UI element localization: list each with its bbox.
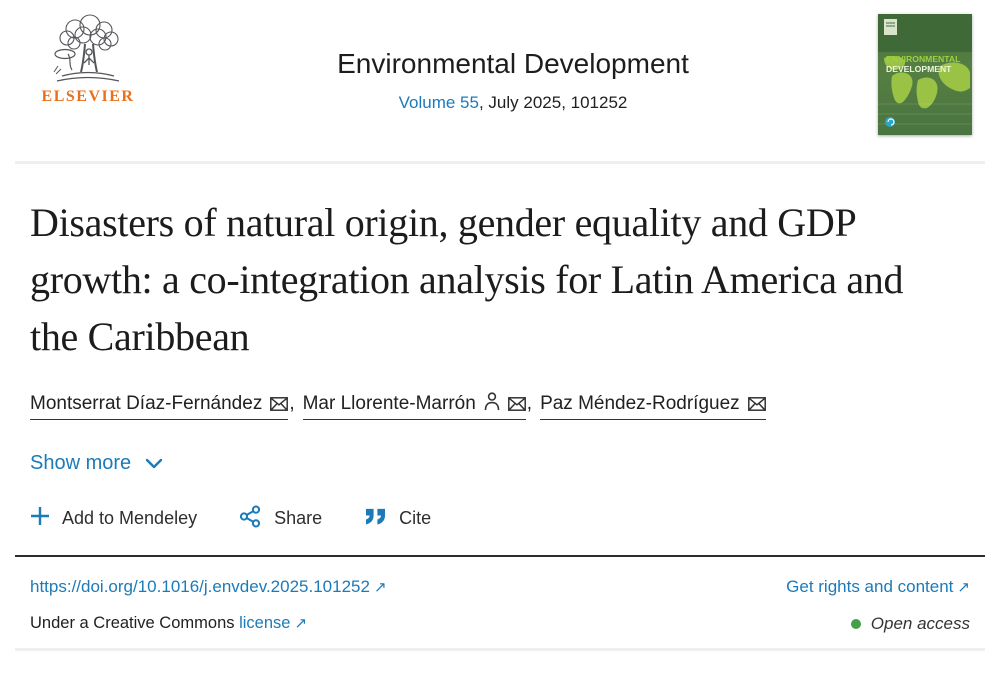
article-main: Disasters of natural origin, gender equa… bbox=[0, 194, 1000, 533]
share-icon bbox=[239, 505, 262, 533]
rights-and-content-link[interactable]: Get rights and content ↗ bbox=[786, 576, 970, 596]
open-access-label: Open access bbox=[870, 613, 970, 633]
license-link[interactable]: license ↗ bbox=[239, 614, 308, 633]
doi-row: https://doi.org/10.1016/j.envdev.2025.10… bbox=[30, 557, 970, 597]
article-title: Disasters of natural origin, gender equa… bbox=[30, 200, 904, 360]
author-separator: , bbox=[289, 392, 295, 414]
action-bar: Add to Mendeley Share bbox=[30, 505, 970, 533]
license-prefix: Under a Creative Commons bbox=[30, 614, 240, 633]
cover-title-line2: DEVELOPMENT bbox=[886, 64, 952, 74]
journal-banner: ELSEVIER Environmental Development Volum… bbox=[0, 0, 1000, 135]
journal-info: Environmental Development Volume 55, Jul… bbox=[148, 14, 878, 113]
doi-link[interactable]: https://doi.org/10.1016/j.envdev.2025.10… bbox=[30, 576, 387, 596]
chevron-down-icon bbox=[145, 452, 163, 475]
license-row: Under a Creative Commons license ↗ Open a… bbox=[30, 614, 970, 634]
share-label: Share bbox=[274, 508, 323, 529]
license-text: Under a Creative Commons license ↗ bbox=[30, 614, 307, 633]
author-name: Mar Llorente-Marrón bbox=[302, 392, 476, 414]
cover-title-line1: ENVIRONMENTAL bbox=[886, 54, 960, 64]
journal-cover-thumbnail[interactable]: ENVIRONMENTAL DEVELOPMENT bbox=[878, 14, 972, 135]
author-link[interactable]: Mar Llorente-Marrón bbox=[302, 391, 526, 420]
cite-label: Cite bbox=[399, 508, 432, 529]
person-icon bbox=[484, 391, 500, 414]
author-separator: , bbox=[526, 392, 533, 414]
author-link[interactable]: Montserrat Díaz-Fernández bbox=[30, 392, 289, 420]
issue-rest: , July 2025, 101252 bbox=[478, 93, 628, 112]
author-link[interactable]: Paz Méndez-Rodríguez bbox=[540, 393, 766, 420]
author-name: Montserrat Díaz-Fernández bbox=[30, 392, 263, 414]
show-more-label: Show more bbox=[30, 451, 132, 474]
author-list: Montserrat Díaz-Fernández, Mar Llorente-… bbox=[30, 391, 970, 420]
header-divider bbox=[15, 161, 985, 164]
bottom-divider bbox=[15, 647, 985, 651]
external-link-icon: ↗ bbox=[294, 615, 308, 633]
quote-icon bbox=[364, 507, 387, 531]
envelope-icon bbox=[270, 393, 289, 414]
envelope-icon bbox=[507, 393, 526, 414]
add-to-mendeley-label: Add to Mendeley bbox=[62, 508, 198, 529]
envelope-icon bbox=[747, 393, 766, 414]
show-more-button[interactable]: Show more bbox=[30, 452, 163, 475]
external-link-icon: ↗ bbox=[373, 578, 387, 596]
elsevier-wordmark: ELSEVIER bbox=[41, 88, 135, 105]
external-link-icon: ↗ bbox=[957, 578, 970, 596]
author-name: Paz Méndez-Rodríguez bbox=[540, 392, 740, 414]
cite-button[interactable]: Cite bbox=[364, 507, 431, 531]
article-links: https://doi.org/10.1016/j.envdev.2025.10… bbox=[0, 557, 1000, 634]
journal-title-link[interactable]: Environmental Development bbox=[337, 48, 689, 79]
elsevier-tree-icon bbox=[28, 14, 148, 86]
section-divider bbox=[15, 554, 985, 557]
elsevier-logo[interactable]: ELSEVIER bbox=[28, 14, 148, 106]
add-to-mendeley-button[interactable]: Add to Mendeley bbox=[30, 506, 197, 531]
open-access-badge: Open access bbox=[850, 613, 970, 634]
issue-line: Volume 55, July 2025, 101252 bbox=[148, 93, 878, 113]
plus-icon bbox=[30, 506, 50, 531]
open-access-dot-icon bbox=[850, 618, 861, 629]
share-button[interactable]: Share bbox=[239, 505, 322, 533]
volume-link[interactable]: Volume 55 bbox=[398, 93, 479, 112]
